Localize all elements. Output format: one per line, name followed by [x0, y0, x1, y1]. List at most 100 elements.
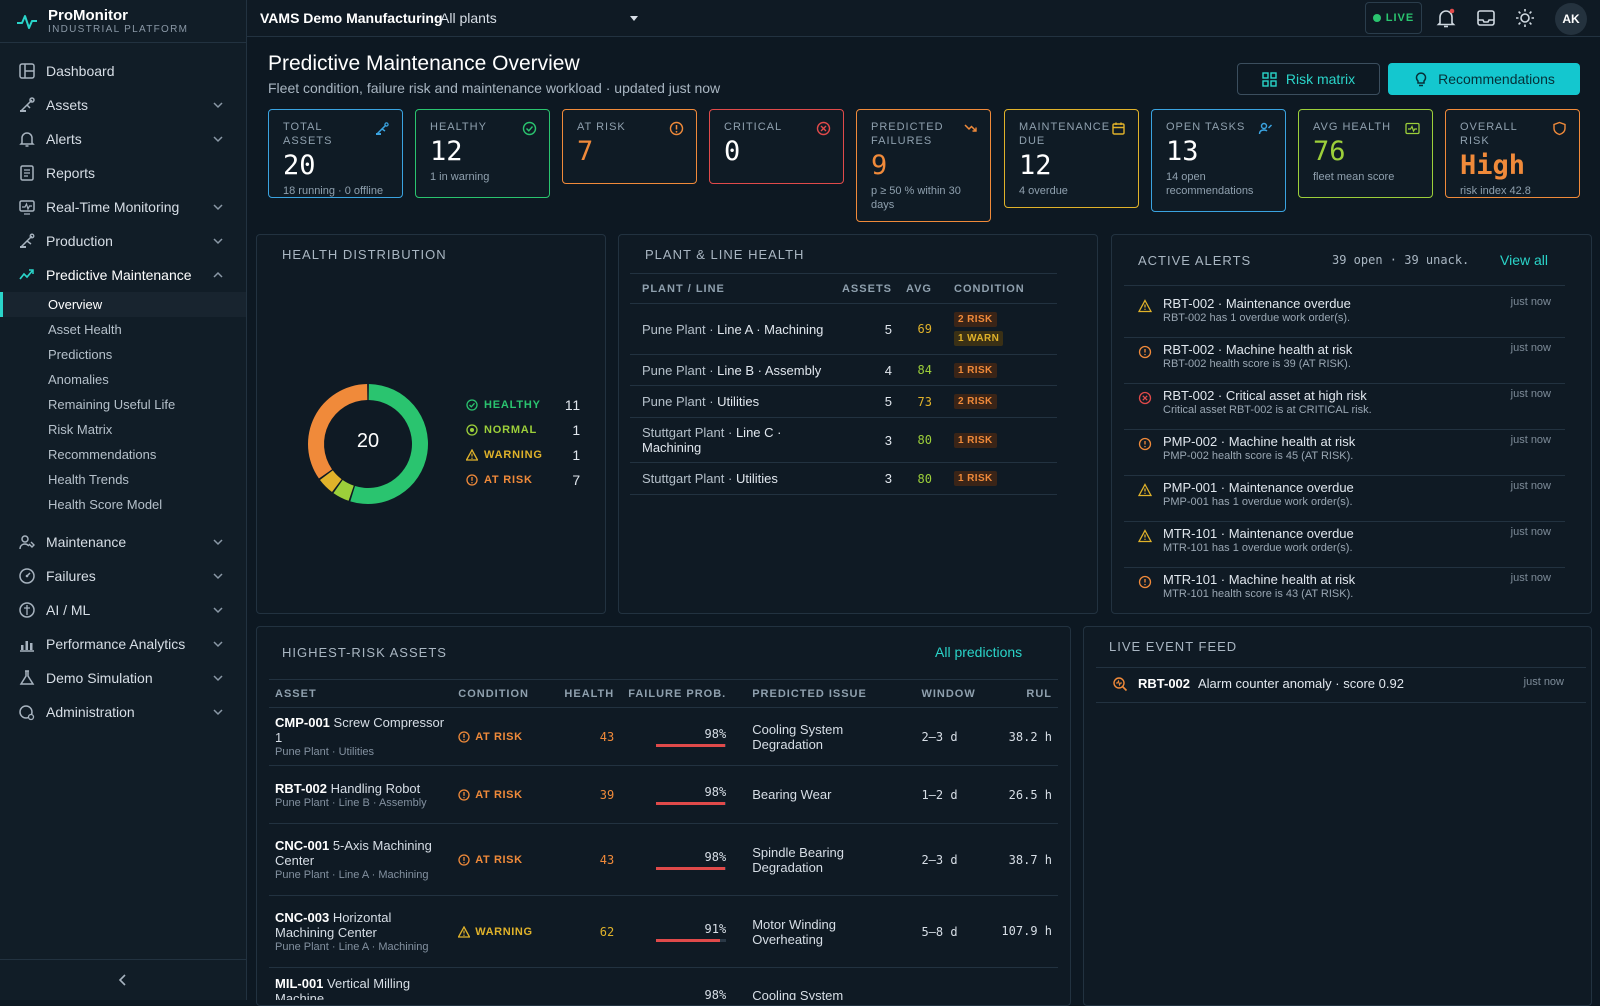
kpi-value: 76 — [1313, 136, 1346, 167]
risk-matrix-button[interactable]: Risk matrix — [1237, 63, 1380, 95]
kpi-maintenance-due[interactable]: MAINTENANCE DUE 12 4 overdue — [1004, 109, 1139, 208]
table-row[interactable]: CNC-003 Horizontal Machining Center Pune … — [269, 895, 1058, 968]
legend-value: 1 — [572, 447, 581, 463]
check-circle-icon — [466, 399, 478, 411]
asset-count: 3 — [830, 462, 900, 495]
table-row[interactable]: Pune Plant · Utilities 5 73 2 RISK — [630, 385, 1057, 418]
alert-item[interactable]: RBT-002 · Critical asset at high risk Cr… — [1124, 384, 1565, 430]
sidebar-item-administration[interactable]: Administration — [0, 695, 246, 729]
alert-item[interactable]: MTR-101 · Machine health at risk MTR-101… — [1124, 568, 1565, 614]
sidebar-subitem-recommendations[interactable]: Recommendations — [48, 447, 157, 462]
kpi-predicted-failures[interactable]: PREDICTED FAILURES 9 p ≥ 50 % within 30 … — [856, 109, 991, 222]
table-row[interactable]: CMP-001 Screw Compressor 1 Pune Plant · U… — [269, 707, 1058, 766]
kpi-overall-risk[interactable]: OVERALL RISK High risk index 42.8 — [1445, 109, 1580, 198]
table-row[interactable]: Pune Plant · Line A · Machining 5 69 2 R… — [630, 303, 1057, 355]
alert-time: just now — [1510, 480, 1551, 492]
alert-item[interactable]: PMP-001 · Maintenance overdue PMP-001 ha… — [1124, 476, 1565, 522]
asset-location: Pune Plant · Line A · Machining — [275, 869, 429, 881]
health-score: 43 — [554, 707, 621, 766]
sidebar-item-assets[interactable]: Assets — [0, 88, 246, 122]
table-row[interactable]: Stuttgart Plant · Utilities 3 80 1 RISK — [630, 462, 1057, 495]
feed-item[interactable]: RBT-002 Alarm counter anomaly · score 0.… — [1096, 668, 1586, 703]
theme-toggle-icon[interactable] — [1514, 7, 1536, 29]
kpi-healthy[interactable]: HEALTHY 12 1 in warning — [415, 109, 550, 198]
warning-icon — [466, 449, 478, 461]
check-circle-icon — [522, 121, 537, 136]
plant-name: Pune Plant — [642, 394, 706, 409]
asset-id: CMP-001 — [275, 715, 330, 730]
alert-item[interactable]: RBT-002 · Machine health at risk RBT-002… — [1124, 338, 1565, 384]
sidebar-item-ai-ml[interactable]: AI / ML — [0, 593, 246, 627]
asset-location: Pune Plant · Utilities — [275, 746, 375, 758]
sidebar-item-maintenance[interactable]: Maintenance — [0, 525, 246, 559]
plant-select[interactable]: All plants — [440, 10, 640, 26]
sidebar-subitem-remaining-useful-life[interactable]: Remaining Useful Life — [48, 397, 176, 412]
live-indicator[interactable]: LIVE — [1365, 2, 1422, 34]
robot-arm-icon — [376, 122, 389, 135]
kpi-label: HEALTHY — [430, 121, 487, 133]
sidebar-item-demo-simulation[interactable]: Demo Simulation — [0, 661, 246, 695]
sidebar-item-dashboard[interactable]: Dashboard — [0, 54, 246, 88]
predicted-issue: Cooling System — [732, 967, 916, 1000]
page-title: Predictive Maintenance Overview — [268, 52, 580, 75]
table-row[interactable]: MIL-001 Vertical Milling Machine 98% Coo… — [269, 967, 1058, 1000]
table-row[interactable]: RBT-002 Handling Robot Pune Plant · Line … — [269, 765, 1058, 824]
failure-probability-bar — [656, 866, 725, 870]
kpi-at-risk[interactable]: AT RISK 7 — [562, 109, 697, 184]
kpi-label: PREDICTED FAILURES — [871, 121, 944, 147]
line-name: Utilities — [735, 471, 778, 486]
condition-at-risk: AT RISK — [458, 854, 548, 866]
kpi-label: OVERALL RISK — [1460, 121, 1518, 147]
kpi-open-tasks[interactable]: OPEN TASKS 13 14 open recommendations — [1151, 109, 1286, 212]
sidebar-item-label: Real-Time Monitoring — [46, 199, 180, 215]
sidebar-item-performance-analytics[interactable]: Performance Analytics — [0, 627, 246, 661]
predicted-issue: Motor Winding Overheating — [732, 895, 916, 968]
kpi-total-assets[interactable]: TOTAL ASSETS 20 18 running · 0 offline — [268, 109, 403, 198]
legend-label: WARNING — [484, 449, 543, 461]
warning-icon — [1138, 483, 1152, 497]
inbox-icon[interactable] — [1475, 7, 1497, 29]
kpi-avg-health[interactable]: AVG HEALTH 76 fleet mean score — [1298, 109, 1433, 198]
sidebar-subitem-overview[interactable]: Overview — [0, 292, 246, 317]
kpi-critical[interactable]: CRITICAL 0 — [709, 109, 844, 184]
asset-count: 4 — [830, 354, 900, 386]
sidebar-subitem-health-score-model[interactable]: Health Score Model — [48, 497, 163, 512]
sidebar-item-production[interactable]: Production — [0, 224, 246, 258]
plant-line-health-title: PLANT & LINE HEALTH — [645, 247, 805, 262]
sidebar-item-alerts[interactable]: Alerts — [0, 122, 246, 156]
view-all-alerts-link[interactable]: View all — [1500, 252, 1548, 268]
condition-label: AT RISK — [475, 853, 523, 866]
alert-item[interactable]: PMP-002 · Machine health at risk PMP-002… — [1124, 430, 1565, 476]
collapse-sidebar-button[interactable] — [0, 959, 246, 1000]
sidebar-subitem-anomalies[interactable]: Anomalies — [48, 372, 109, 387]
sidebar-subitem-asset-health[interactable]: Asset Health — [48, 322, 122, 337]
alert-circle-icon — [1138, 437, 1152, 451]
sidebar-subitem-risk-matrix[interactable]: Risk Matrix — [48, 422, 113, 437]
sidebar-item-real-time-monitoring[interactable]: Real-Time Monitoring — [0, 190, 246, 224]
table-row[interactable]: Pune Plant · Line B · Assembly 4 84 1 RI… — [630, 354, 1057, 386]
predicted-issue: Spindle Bearing Degradation — [732, 823, 916, 896]
failure-probability-bar — [656, 938, 720, 942]
highest-risk-table: ASSET CONDITION HEALTH FAILURE PROB. PRE… — [269, 679, 1058, 1000]
wrench-icon — [19, 535, 35, 550]
sidebar-subitem-predictions[interactable]: Predictions — [48, 347, 113, 362]
alert-circle-icon — [458, 730, 470, 743]
sidebar-item-failures[interactable]: Failures — [0, 559, 246, 593]
alert-item[interactable]: RBT-002 · Maintenance overdue RBT-002 ha… — [1124, 292, 1565, 338]
sidebar-item-reports[interactable]: Reports — [0, 156, 246, 190]
recommendations-button[interactable]: Recommendations — [1388, 63, 1580, 95]
brand[interactable]: ProMonitor INDUSTRIAL PLATFORM — [16, 8, 188, 36]
alert-item[interactable]: MTR-101 · Maintenance overdue MTR-101 ha… — [1124, 522, 1565, 568]
legend-value: 1 — [572, 422, 581, 438]
notifications-icon[interactable] — [1435, 7, 1457, 29]
all-predictions-link[interactable]: All predictions — [935, 644, 1023, 660]
table-row[interactable]: CNC-001 5-Axis Machining Center Pune Plan… — [269, 823, 1058, 896]
dashboard-icon — [19, 63, 35, 79]
sidebar-item-predictive-maintenance[interactable]: Predictive Maintenance — [0, 258, 246, 292]
sidebar-subitem-health-trends[interactable]: Health Trends — [48, 472, 129, 487]
alert-title: RBT-002 · Critical asset at high risk — [1163, 388, 1367, 403]
kpi-value: 9 — [871, 150, 888, 181]
avatar[interactable]: AK — [1555, 3, 1587, 35]
condition-at-risk: AT RISK — [458, 789, 548, 801]
table-row[interactable]: Stuttgart Plant · Line C · Machining 3 8… — [630, 417, 1057, 463]
